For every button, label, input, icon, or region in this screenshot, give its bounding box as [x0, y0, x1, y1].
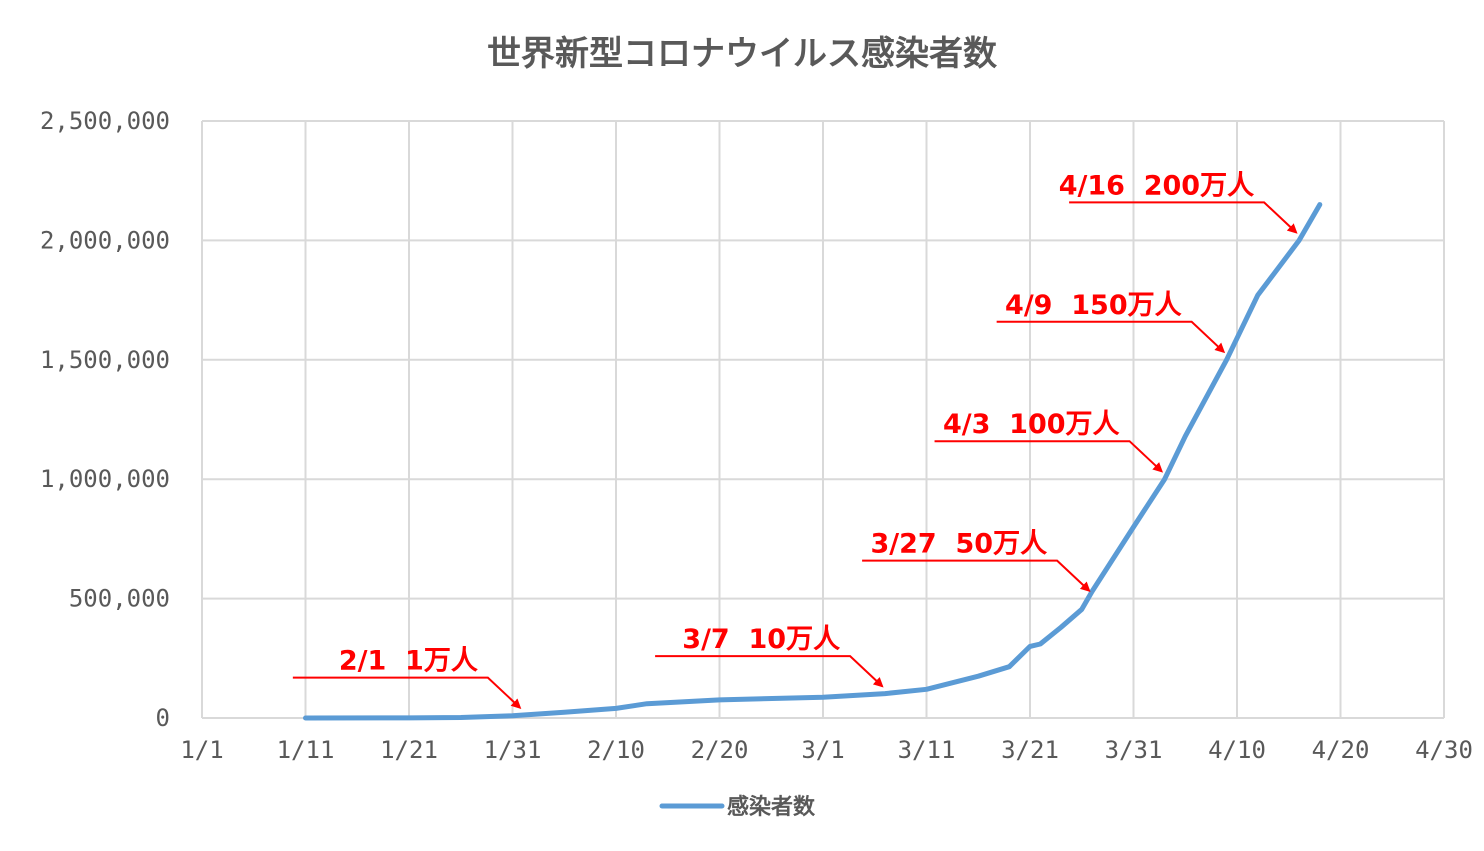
annotation-label: 4/16 200万人: [1059, 170, 1254, 201]
x-tick-label: 1/1: [180, 736, 223, 764]
annotation-label: 3/27 50万人: [870, 529, 1047, 560]
x-tick-label: 2/10: [587, 736, 645, 764]
y-axis: 0 500,000 1,000,000 1,500,000 2,000,000 2,500…: [40, 107, 170, 732]
x-tick-label: 3/31: [1105, 736, 1163, 764]
annotation-arrow: [1069, 201, 1298, 234]
annotation-label: 2/1 1万人: [339, 646, 478, 677]
annotation-arrow: [934, 440, 1164, 473]
annotation-arrow: [862, 559, 1091, 592]
x-tick-label: 4/30: [1415, 736, 1473, 764]
series-layer: [303, 202, 1323, 721]
y-tick-label: 1,500,000: [40, 346, 170, 374]
x-tick-label: 1/11: [277, 736, 335, 764]
legend-label: 感染者数: [727, 794, 816, 820]
y-tick-label: 0: [156, 704, 170, 732]
legend: 感染者数: [659, 794, 816, 820]
annotation-arrow: [996, 320, 1226, 354]
annotation-label: 4/9 150万人: [1005, 290, 1182, 321]
annotation-label: 4/3 100万人: [943, 409, 1120, 440]
x-tick-label: 1/21: [380, 736, 438, 764]
annotation-arrow: [655, 655, 884, 688]
x-axis: 1/1 1/11 1/21 1/31 2/10 2/20 3/1 3/11 3/21 3/31 4/…: [180, 736, 1473, 764]
y-tick-label: 500,000: [69, 585, 170, 613]
annotation-arrow: [292, 676, 522, 709]
x-tick-label: 3/21: [1001, 736, 1059, 764]
series-line: [303, 202, 1323, 721]
x-tick-label: 3/1: [801, 736, 844, 764]
y-tick-label: 2,000,000: [40, 226, 170, 254]
x-tick-label: 3/11: [898, 736, 956, 764]
x-tick-label: 2/20: [691, 736, 749, 764]
chart-title: 世界新型コロナウイルス感染者数: [487, 34, 997, 74]
x-tick-label: 1/31: [484, 736, 542, 764]
x-tick-label: 4/20: [1312, 736, 1370, 764]
y-tick-label: 2,500,000: [40, 107, 170, 135]
grid: [201, 120, 1445, 719]
annotation-label: 3/7 10万人: [682, 624, 840, 655]
x-tick-label: 4/10: [1208, 736, 1266, 764]
y-tick-label: 1,000,000: [40, 465, 170, 493]
annotations: 2/1 1万人 3/7 10万人 3/27 50万人 4/3 100万人 4/9 150…: [292, 170, 1298, 709]
